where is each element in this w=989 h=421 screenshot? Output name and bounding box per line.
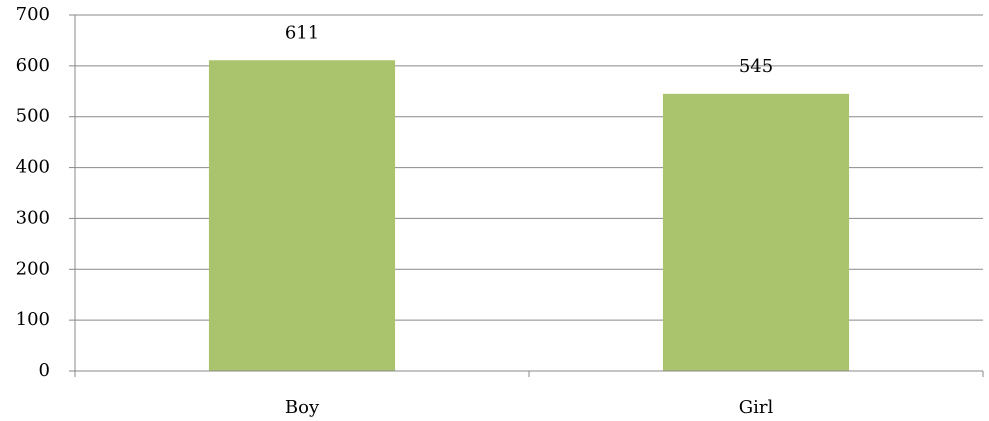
data-label: 611 (285, 22, 319, 43)
bar (662, 93, 850, 371)
y-tick-label: 300 (16, 207, 50, 228)
y-tick-label: 600 (16, 55, 50, 76)
y-tick-label: 200 (16, 258, 50, 279)
x-tick-label: Girl (739, 397, 774, 418)
y-tick-label: 500 (16, 106, 50, 127)
bar (208, 60, 396, 372)
y-tick-label: 400 (16, 157, 50, 178)
x-tick-label: Boy (285, 397, 320, 418)
y-tick-label: 700 (16, 4, 50, 25)
y-tick-label: 100 (16, 309, 50, 330)
y-tick-label: 0 (39, 360, 50, 381)
data-label: 545 (739, 56, 773, 77)
